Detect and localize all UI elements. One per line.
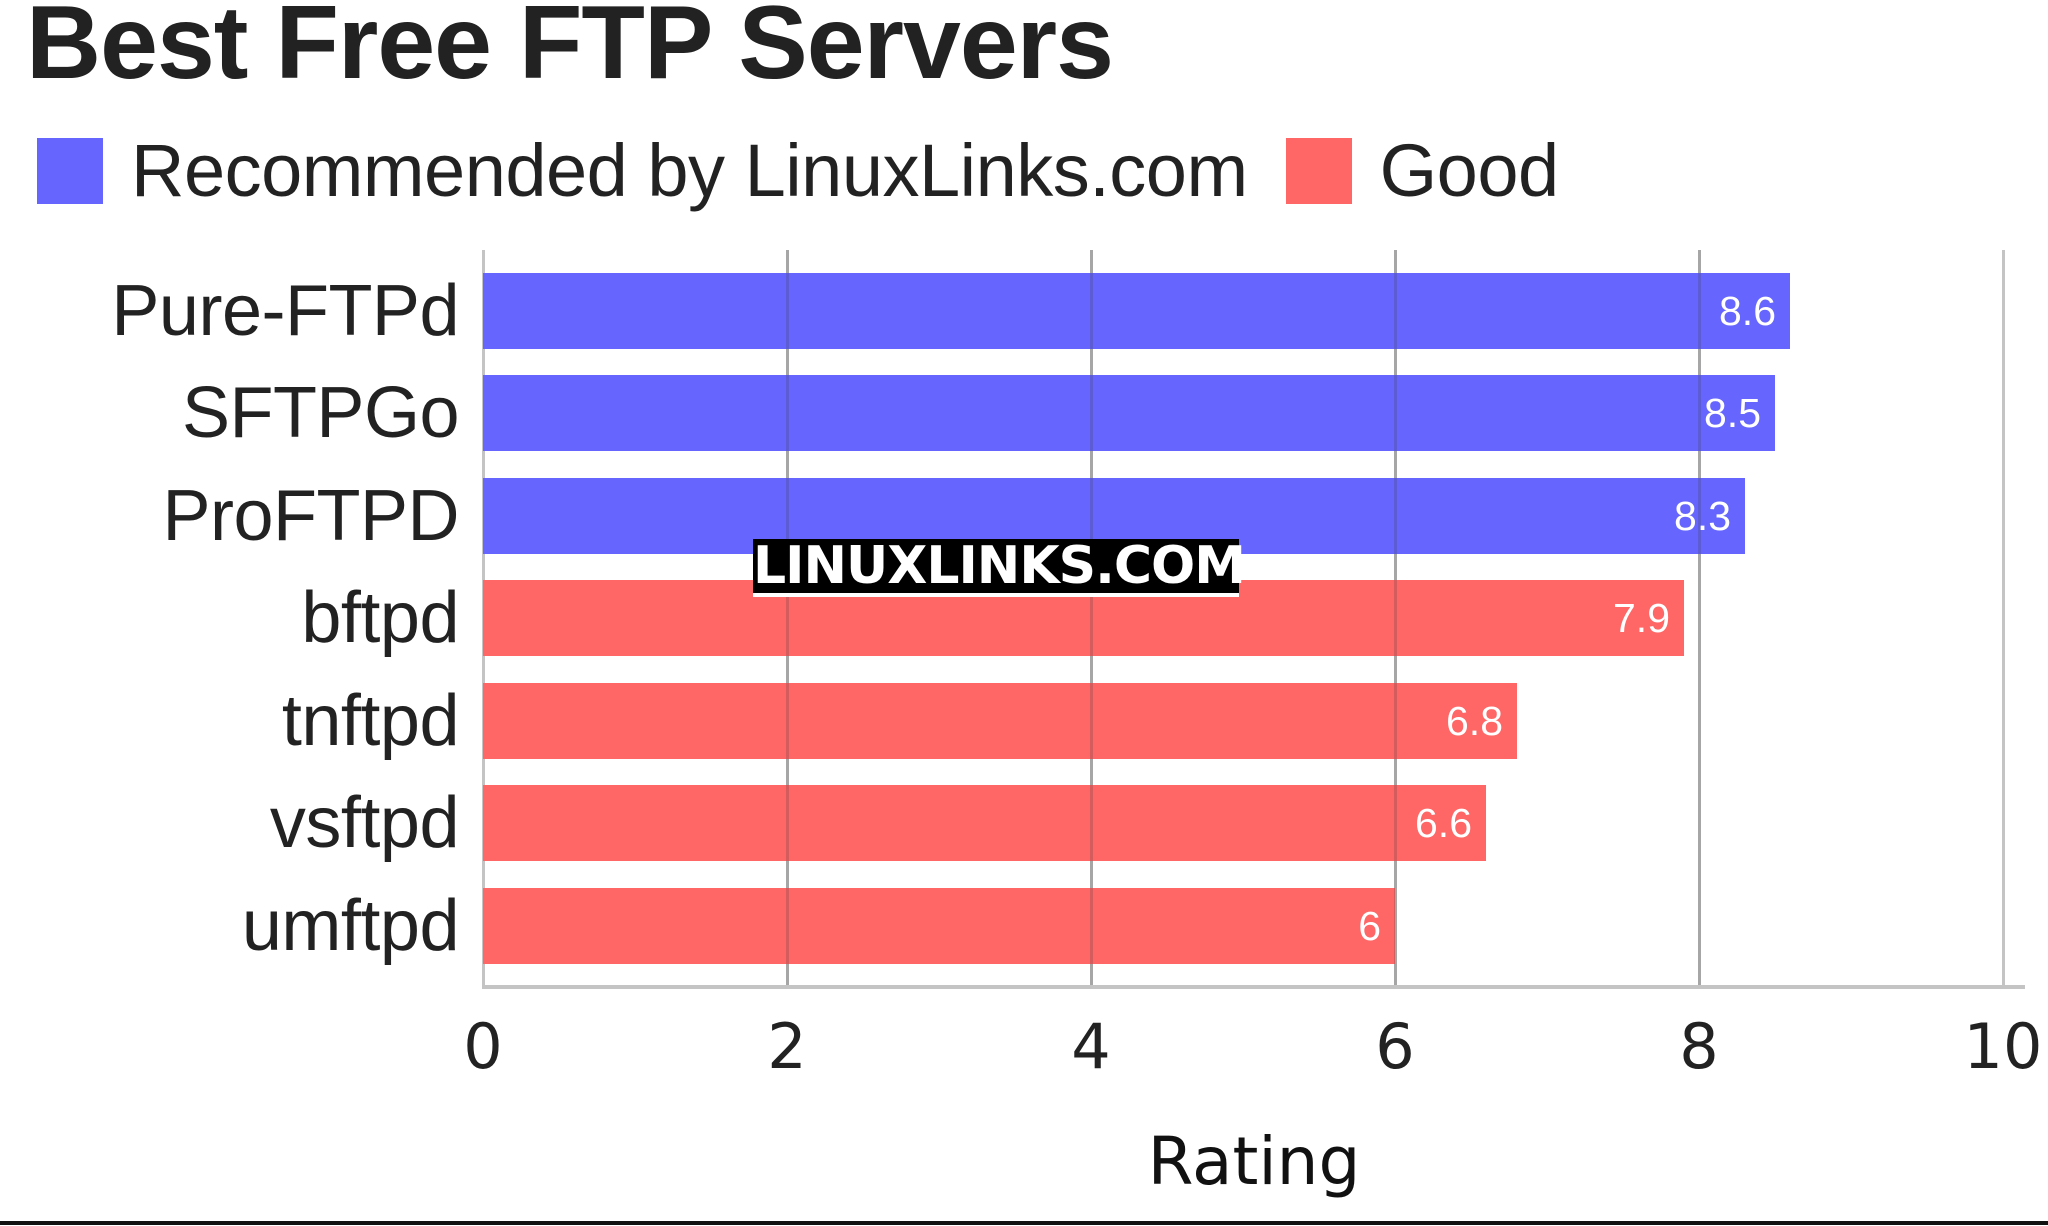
x-tick-label: 6	[1375, 1010, 1415, 1083]
bar-pure-ftpd: 8.6	[483, 273, 1790, 349]
bar-value: 6.8	[1446, 698, 1503, 744]
bar-sftpgo: 8.5	[483, 375, 1775, 451]
legend-swatch-recommended	[37, 138, 103, 204]
x-tick-label: 8	[1679, 1010, 1719, 1083]
x-axis-line	[482, 985, 2025, 989]
bar-value: 6	[1358, 903, 1381, 949]
x-tick-label: 10	[1963, 1010, 2043, 1083]
watermark-logo: LINUXLINKS.COM	[753, 536, 1246, 597]
x-tick-label: 4	[1071, 1010, 1111, 1083]
category-label: vsftpd	[269, 783, 460, 863]
category-label: ProFTPD	[162, 476, 459, 556]
category-label: tnftpd	[281, 681, 460, 761]
bar-value: 8.6	[1719, 288, 1776, 334]
bar-value: 6.6	[1415, 800, 1472, 846]
bar-tnftpd: 6.8	[483, 683, 1517, 759]
bar-umftpd: 6	[483, 888, 1395, 964]
legend-swatch-good	[1285, 138, 1352, 204]
bar-vsftpd: 6.6	[483, 785, 1486, 861]
bar-value: 7.9	[1613, 595, 1670, 641]
category-label: Pure-FTPd	[111, 271, 459, 351]
legend: Recommended by LinuxLinks.com Good	[37, 126, 1597, 216]
x-tick-label: 2	[767, 1010, 807, 1083]
gridline-10	[2002, 250, 2005, 989]
chart-title: Best Free FTP Servers	[26, 0, 1114, 101]
bar-value: 8.5	[1704, 390, 1761, 436]
legend-item-recommended: Recommended by LinuxLinks.com	[37, 134, 1248, 208]
legend-label-recommended: Recommended by LinuxLinks.com	[131, 129, 1248, 212]
category-label: bftpd	[301, 578, 459, 658]
bottom-divider	[0, 1221, 2048, 1225]
legend-label-good: Good	[1379, 129, 1560, 212]
category-label: umftpd	[241, 886, 460, 966]
bar-value: 8.3	[1674, 493, 1731, 539]
category-label: SFTPGo	[181, 373, 460, 453]
x-axis-title: Rating	[1147, 1123, 1361, 1200]
x-tick-label: 0	[463, 1010, 503, 1083]
legend-item-good: Good	[1285, 129, 1560, 212]
gridline-8	[1698, 250, 1701, 989]
